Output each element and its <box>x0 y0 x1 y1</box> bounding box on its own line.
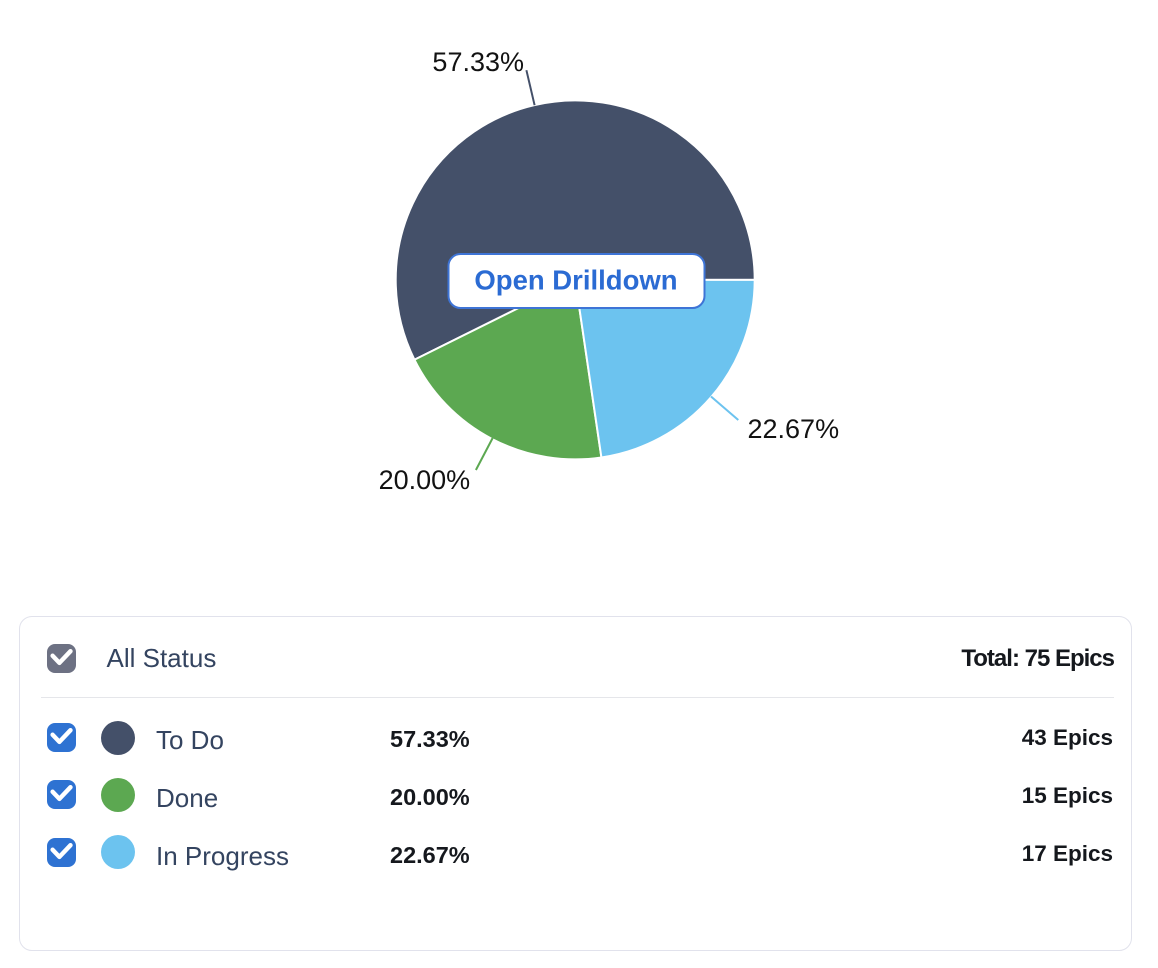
svg-text:57.33%: 57.33% <box>432 47 524 77</box>
svg-text:20.00%: 20.00% <box>379 465 471 495</box>
svg-text:Open Drilldown: Open Drilldown <box>474 265 677 296</box>
svg-text:22.67%: 22.67% <box>748 414 840 444</box>
